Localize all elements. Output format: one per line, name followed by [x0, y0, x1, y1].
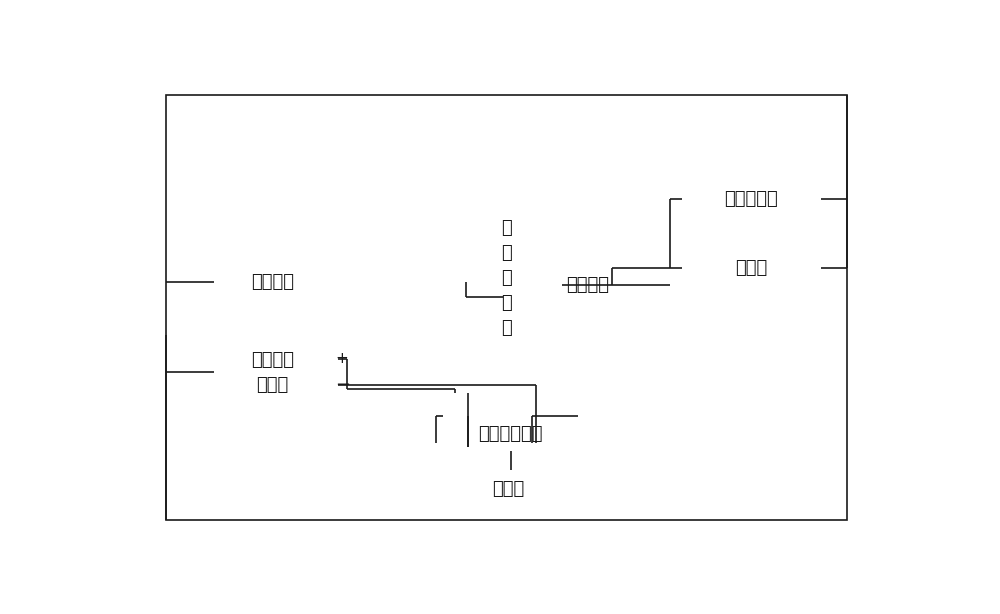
Bar [432, 416, 590, 451]
Text: −: − [335, 376, 351, 394]
Bar [466, 139, 474, 170]
Polygon shape [432, 393, 478, 443]
Bar [214, 262, 332, 301]
Text: 微型控制器: 微型控制器 [724, 190, 778, 208]
Text: 高压脉冲
发生器: 高压脉冲 发生器 [251, 351, 294, 394]
Text: 光谱仪: 光谱仪 [735, 259, 767, 277]
Bar [455, 470, 563, 509]
Bar [682, 174, 820, 224]
Bar [420, 162, 547, 393]
Text: 步进电机: 步进电机 [251, 273, 294, 290]
Text: 粉
尘
收
集
器: 粉 尘 收 集 器 [501, 219, 512, 336]
Bar [439, 128, 539, 162]
Bar [332, 274, 466, 289]
Bar [214, 335, 332, 409]
Bar [332, 356, 338, 362]
Bar [462, 139, 479, 235]
Text: 真空泵: 真空泵 [493, 481, 525, 499]
Text: 过滤回收单元: 过滤回收单元 [478, 425, 543, 443]
Polygon shape [549, 274, 562, 296]
Polygon shape [489, 393, 536, 443]
Polygon shape [462, 235, 479, 262]
Text: +: + [335, 351, 348, 367]
Bar [682, 243, 820, 293]
Bar [332, 382, 338, 388]
Bar [166, 95, 847, 520]
Text: 光纤探头: 光纤探头 [566, 276, 609, 295]
